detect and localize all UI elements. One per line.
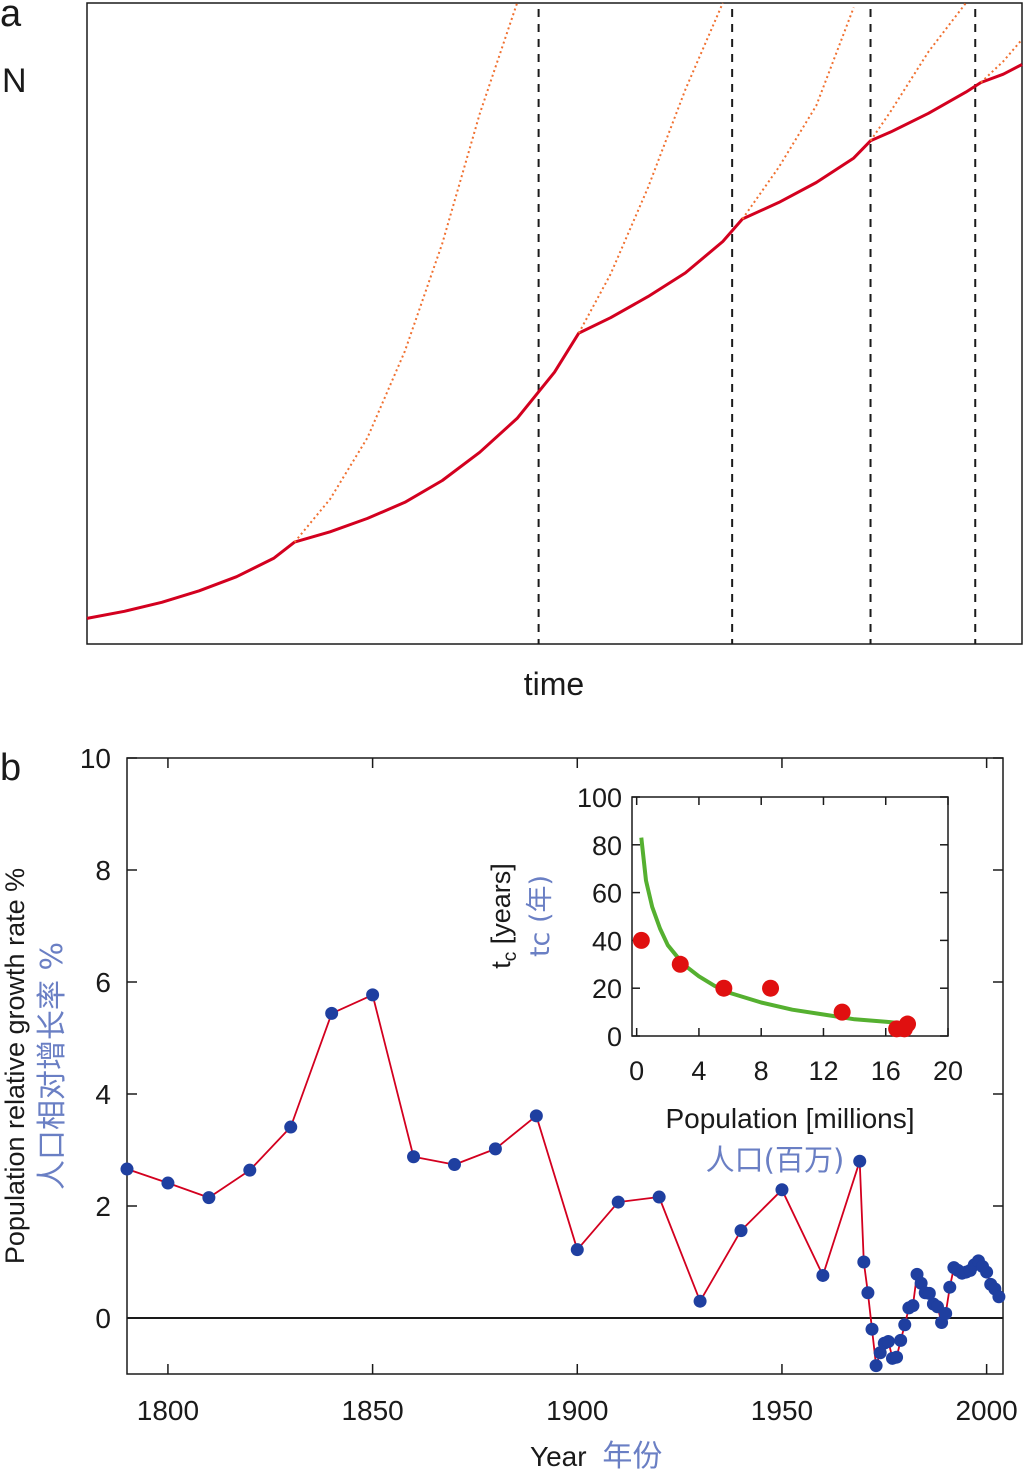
panel-b-series [120,988,1006,1373]
panel-b-data-point [488,1142,502,1156]
panel-b-y-axis-label-cn: 人口相对增长率 % [35,942,70,1190]
panel-b-y-tick-label: 10 [80,743,111,774]
panel-a-exponential-curve-1 [293,2,519,543]
inset-x-tick-label: 16 [871,1056,901,1086]
panel-b-data-point [284,1120,298,1134]
panel-b-data-point [366,988,380,1002]
inset: 0 20 40 60 80 100 0 4 8 12 16 20 tc [years] tc (年)… [486,783,963,1177]
inset-data-point [899,1015,917,1033]
panel-b-data-point [865,1322,879,1336]
panel-b-data-point [407,1150,421,1164]
inset-data-point [632,931,650,949]
panel-b-data-point [992,1290,1006,1304]
panel-a-label: a [0,0,22,35]
inset-y-tick-label: 100 [577,783,622,813]
panel-b-data-point [890,1350,904,1364]
panel-b-data-point [861,1286,875,1300]
panel-a: a N time [0,0,1023,702]
inset-x-axis-label-cn: 人口(百万) [706,1143,845,1177]
inset-x-tick-label: 8 [754,1056,769,1086]
panel-b-y-ticks: 0 2 4 6 8 10 [80,743,1003,1334]
panel-a-dashed-lines [537,9,977,644]
inset-y-axis-label-cn: tc (年) [525,875,556,957]
inset-data-point [762,979,780,997]
panel-b-data-point [652,1190,666,1204]
panel-b-y-tick-label: 4 [95,1079,111,1110]
panel-b-data-point [816,1268,830,1282]
panel-b-y-tick-label: 6 [95,967,111,998]
panel-a-y-axis-label: N [2,62,27,100]
panel-b-data-point [693,1294,707,1308]
panel-a-exponential-curve-2 [577,2,724,334]
panel-b-data-point [611,1195,625,1209]
inset-x-tick-label: 4 [691,1056,706,1086]
panel-b-plot-frame [126,757,1004,1375]
panel-b-x-tick-label: 2000 [955,1395,1017,1426]
panel-b-x-axis-label: Year 年份 [530,1439,662,1471]
inset-y-tick-label: 20 [592,974,622,1004]
panel-b-data-point [161,1176,175,1190]
panel-b-data-point [529,1109,543,1123]
panel-b-data-point [775,1183,789,1197]
inset-y-ticks: 0 20 40 60 80 100 [577,783,948,1052]
panel-b-data-point [881,1335,895,1349]
inset-y-tick-label: 80 [592,831,622,861]
panel-b-data-point [898,1318,912,1332]
panel-a-series [86,2,1023,620]
inset-x-tick-label: 0 [629,1056,644,1086]
panel-b-data-point [734,1224,748,1238]
panel-b-y-tick-label: 8 [95,855,111,886]
panel-b-y-tick-label: 2 [95,1191,111,1222]
inset-y-tick-label: 40 [592,926,622,956]
panel-a-exponential-curve-4 [869,2,967,142]
panel-b-x-tick-label: 1900 [546,1395,608,1426]
panel-b-data-point [906,1299,920,1313]
inset-y-tick-label: 60 [592,879,622,909]
panel-b-data-point [447,1158,461,1172]
inset-x-axis-label: Population [millions] [665,1103,914,1134]
panel-b-data-point [202,1191,216,1205]
panel-b-data-point [243,1163,257,1177]
panel-b-x-tick-label: 1950 [751,1395,813,1426]
inset-y-tick-label: 0 [607,1022,622,1052]
panel-b-growth-line [126,994,1000,1367]
panel-b-label: b [0,747,21,789]
panel-a-population-curve [86,63,1023,620]
panel-b-data-point [869,1359,883,1373]
panel-a-exponential-curve-5 [980,38,1023,84]
panel-b-data-point [894,1333,908,1347]
inset-data-point [833,1003,851,1021]
panel-b-data-point [853,1154,867,1168]
panel-b-x-tick-label: 1800 [137,1395,199,1426]
inset-data-point [671,955,689,973]
inset-series [632,837,917,1038]
panel-b-data-point [857,1255,871,1269]
panel-b-data-point [325,1006,339,1020]
panel-b-y-tick-label: 0 [95,1303,111,1334]
inset-x-tick-label: 12 [808,1056,838,1086]
panel-b-y-axis-label: Population relative growth rate % [0,868,30,1264]
panel-a-x-axis-label: time [524,666,584,702]
panel-b-x-axis-label-cn: 年份 [602,1439,662,1471]
inset-y-axis-label: tc [years] [486,863,521,969]
panel-b-data-point [570,1243,584,1257]
inset-plot-frame [631,796,949,1037]
panel-a-plot-frame [86,2,1023,645]
inset-x-tick-label: 20 [933,1056,963,1086]
panel-a-exponential-curve-3 [741,7,855,220]
panel-b-data-point [922,1286,936,1300]
panel-b-data-point [980,1265,994,1279]
inset-x-ticks: 0 4 8 12 16 20 [629,797,963,1086]
panel-b-data-point [943,1280,957,1294]
inset-data-point [715,979,733,997]
panel-b-x-tick-label: 1850 [341,1395,403,1426]
panel-b-data-point [120,1162,134,1176]
panel-b-data-point [939,1307,953,1321]
panel-b-x-ticks: 1800 1850 1900 1950 2000 [137,758,1018,1426]
